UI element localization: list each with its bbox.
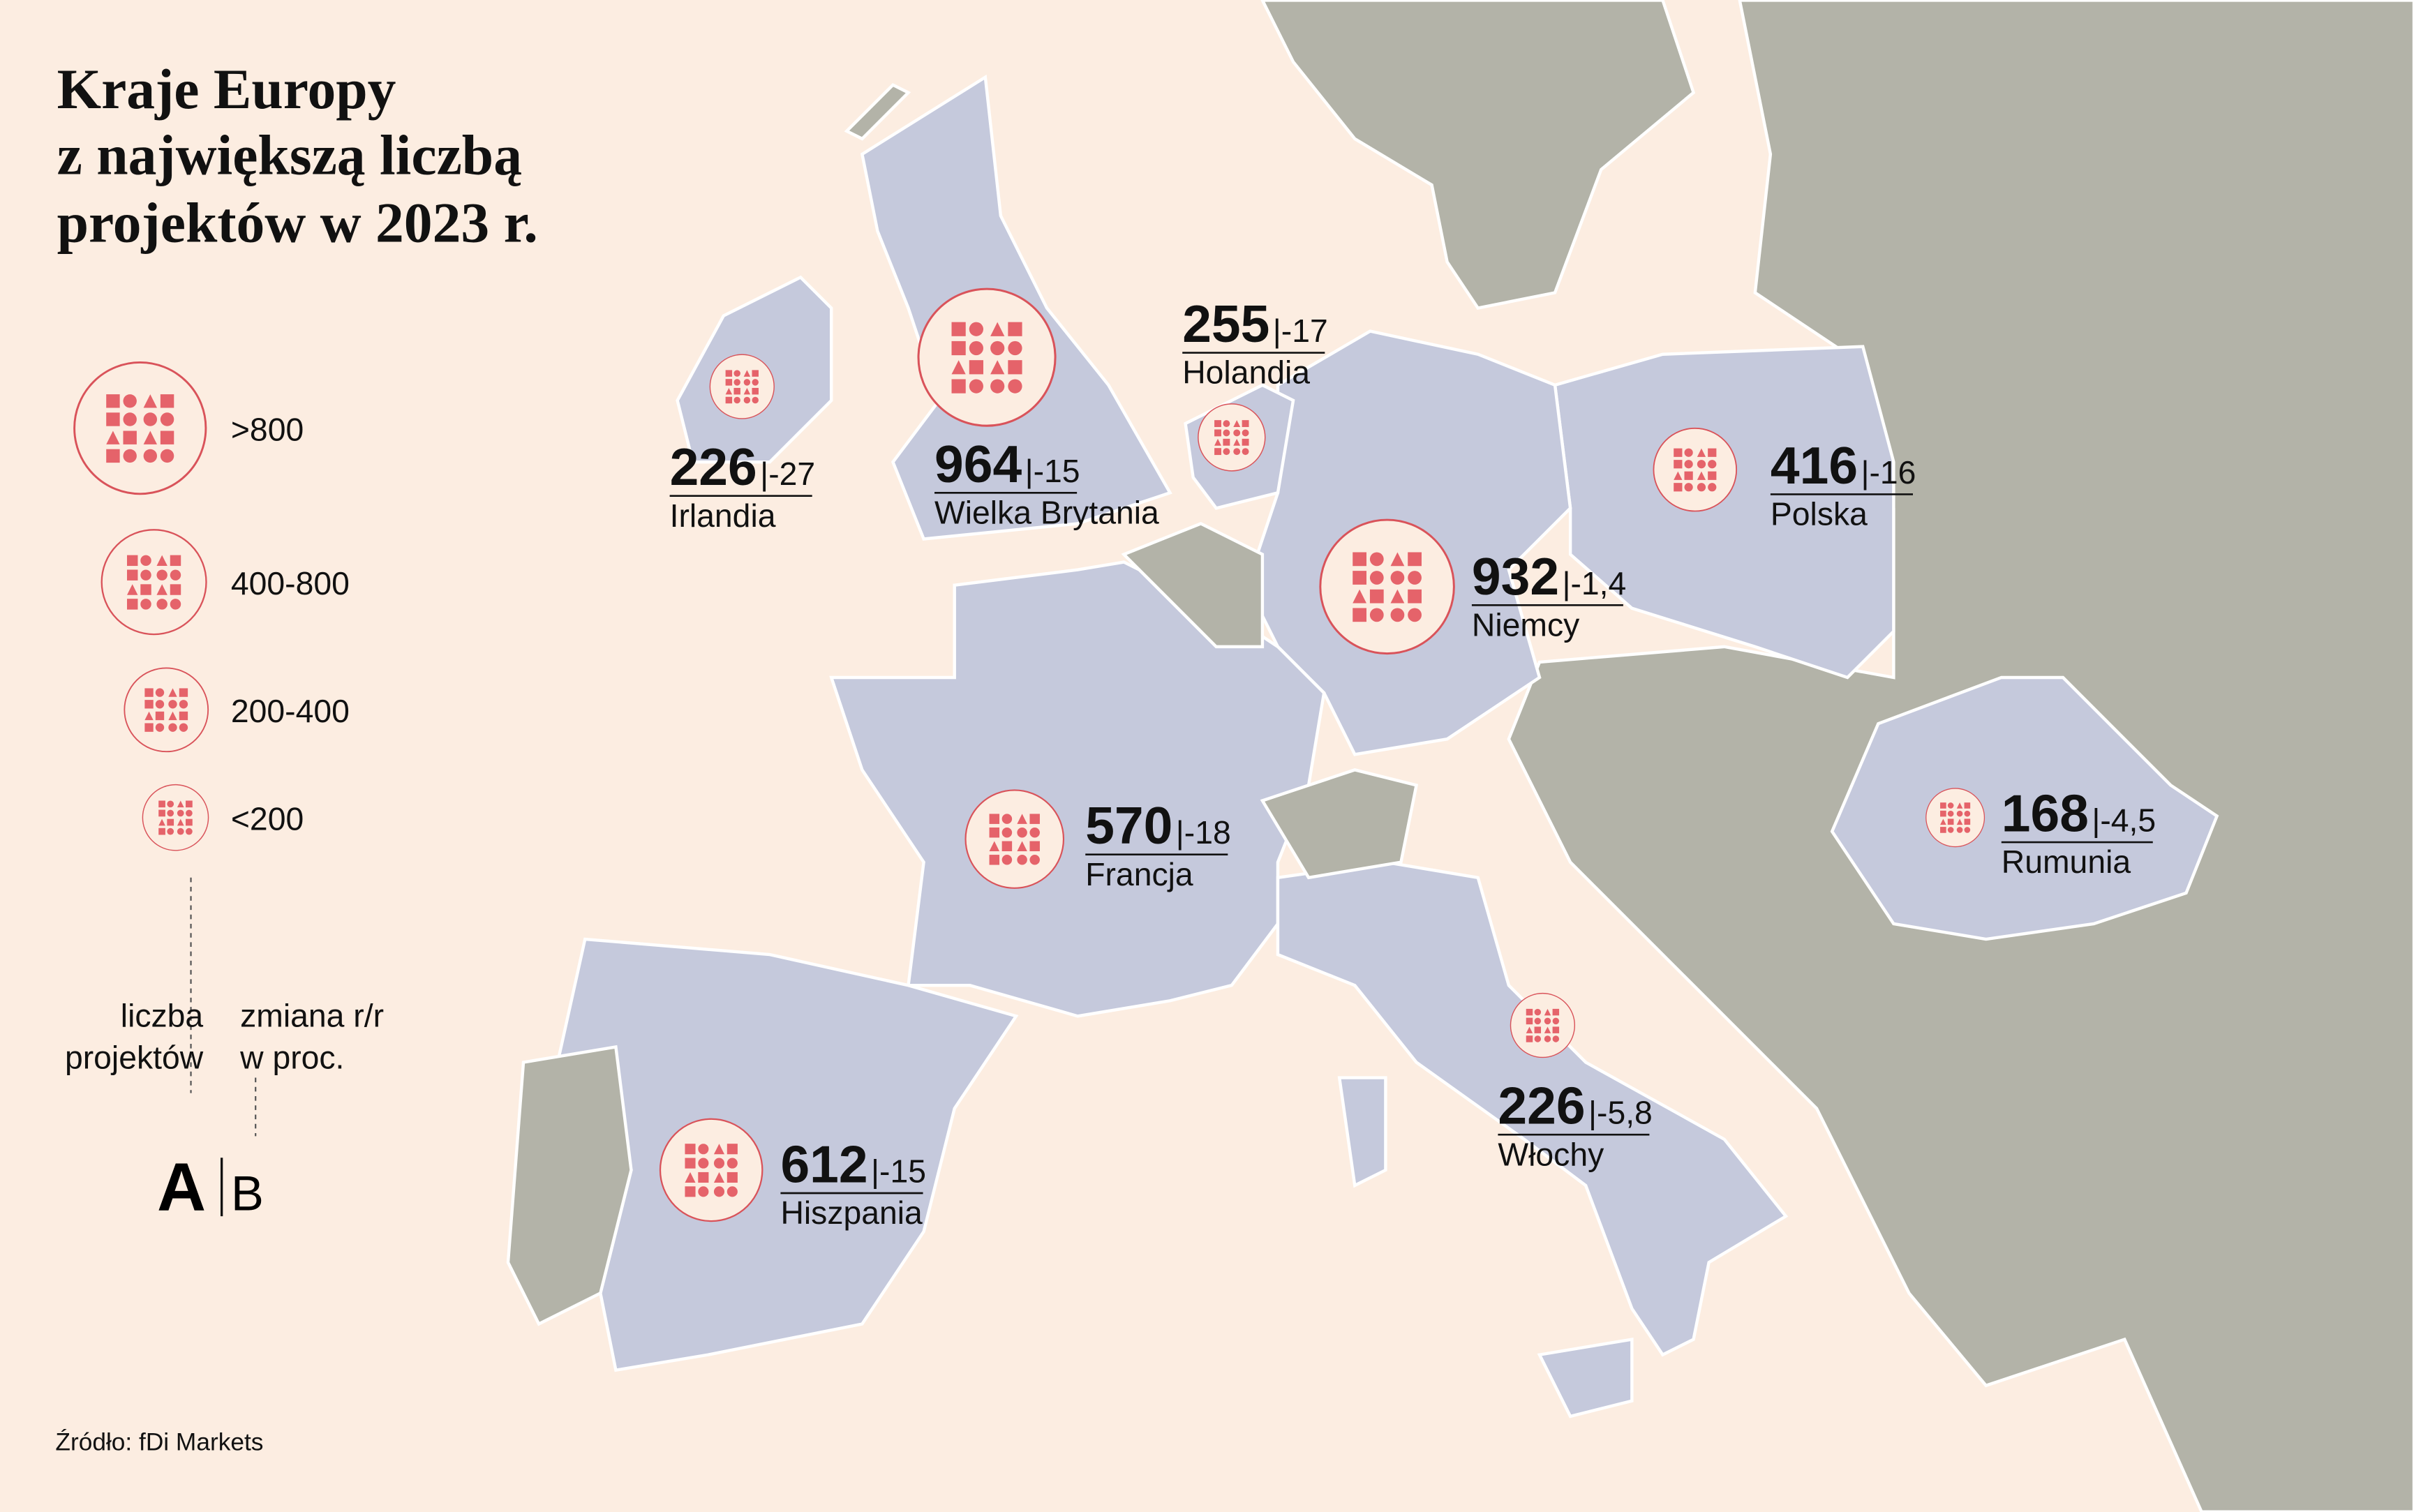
bar: | — [2092, 802, 2100, 839]
country-name: Irlandia — [670, 497, 776, 534]
title-line: z największą liczbą — [57, 123, 522, 187]
project-icon — [1320, 520, 1454, 654]
legend-label: 200-400 — [231, 693, 350, 729]
bar: | — [1588, 1095, 1597, 1131]
project-icon — [124, 668, 208, 751]
source: Źródło: fDi Markets — [55, 1428, 263, 1455]
country-name: Niemcy — [1472, 606, 1580, 643]
change: -16 — [1869, 454, 1916, 491]
country-value: 570 |-18 — [1085, 796, 1231, 855]
project-icon — [142, 785, 208, 851]
country-name: Polska — [1771, 496, 1868, 532]
project-icon — [1510, 994, 1574, 1058]
project-icon — [966, 790, 1064, 888]
change: -1,4 — [1571, 565, 1627, 601]
country-name: Włochy — [1498, 1136, 1604, 1172]
bar: | — [871, 1153, 879, 1190]
legend-axis: w proc. — [239, 1039, 344, 1075]
country-value: 612 |-15 — [780, 1135, 926, 1194]
change: -17 — [1281, 313, 1328, 349]
bar: | — [1025, 453, 1034, 489]
bar: | — [1176, 814, 1184, 851]
bar: | — [1273, 313, 1281, 349]
change: -15 — [1034, 453, 1080, 489]
legend-b: B — [231, 1165, 264, 1220]
bar: | — [1562, 565, 1570, 601]
legend-axis: liczba — [121, 998, 204, 1034]
legend-axis: projektów — [65, 1039, 204, 1075]
project-icon — [918, 289, 1055, 426]
change: -18 — [1184, 814, 1231, 851]
projects: 612 — [780, 1135, 867, 1194]
country-name: Hiszpania — [780, 1195, 923, 1231]
projects: 964 — [934, 435, 1022, 493]
projects: 416 — [1771, 436, 1858, 495]
country-name: Holandia — [1182, 354, 1310, 391]
country-name: Rumunia — [2002, 844, 2131, 880]
bar: | — [1861, 454, 1869, 491]
projects: 168 — [2002, 784, 2089, 843]
country-name: Francja — [1085, 856, 1193, 892]
change: -15 — [879, 1153, 926, 1190]
project-icon — [102, 530, 207, 634]
country-value: 226 |-5,8 — [1498, 1077, 1652, 1135]
legend-label: >800 — [231, 411, 304, 447]
country-value: 168 |-4,5 — [2002, 784, 2156, 843]
project-icon — [1198, 404, 1265, 471]
projects: 570 — [1085, 796, 1172, 855]
land — [506, 0, 2414, 1512]
projects: 932 — [1472, 547, 1559, 606]
project-icon — [710, 354, 774, 419]
country-value: 416 |-16 — [1771, 436, 1916, 495]
title-line: Kraje Europy — [57, 57, 396, 121]
country-value: 932 |-1,4 — [1472, 547, 1626, 606]
country-value: 255 |-17 — [1182, 294, 1328, 353]
projects: 226 — [670, 437, 757, 496]
legend-label: 400-800 — [231, 565, 350, 601]
bar: | — [760, 456, 768, 492]
change: -5,8 — [1597, 1095, 1653, 1131]
projects: 255 — [1182, 294, 1269, 353]
project-icon — [75, 362, 206, 493]
country-value: 964 |-15 — [934, 435, 1080, 493]
project-icon — [1926, 788, 1985, 847]
legend: liczba projektów zmiana r/r w proc. A B … — [65, 362, 384, 1225]
country-name: Wielka Brytania — [934, 494, 1159, 530]
title-line: projektów w 2023 r. — [57, 191, 538, 255]
projects: 226 — [1498, 1077, 1585, 1135]
country-value: 226 |-27 — [670, 437, 816, 496]
project-icon — [660, 1119, 762, 1221]
legend-a: A — [157, 1148, 206, 1225]
change: -27 — [768, 456, 815, 492]
project-icon — [1653, 428, 1736, 511]
legend-label: <200 — [231, 800, 304, 837]
legend-axis: zmiana r/r — [240, 998, 384, 1034]
change: -4,5 — [2100, 802, 2156, 839]
